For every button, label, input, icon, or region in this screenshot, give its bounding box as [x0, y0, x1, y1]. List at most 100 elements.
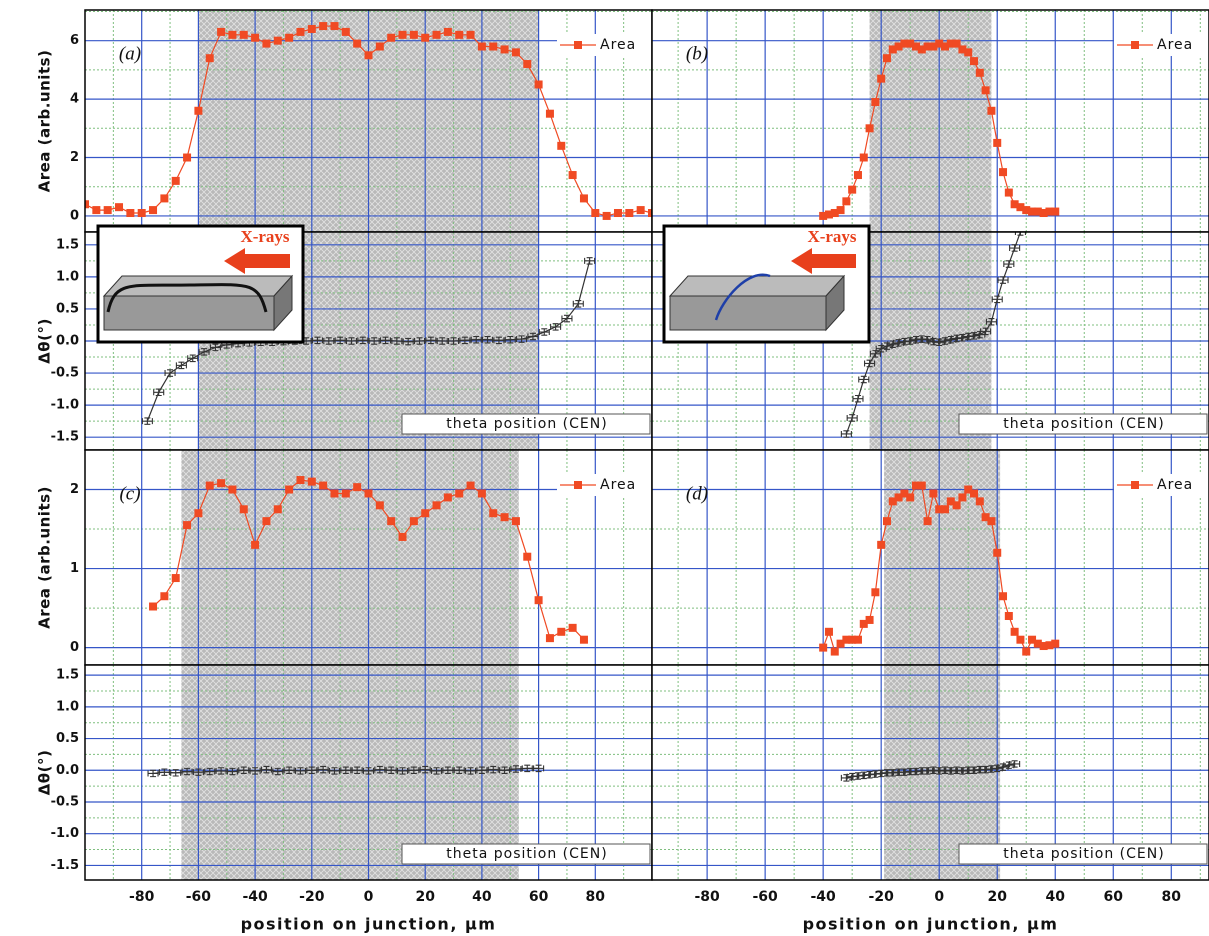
error-bar	[962, 766, 974, 775]
error-bar	[922, 767, 934, 775]
marker	[443, 493, 452, 502]
x-tick-label: -40	[242, 889, 268, 905]
error-bar	[141, 417, 153, 425]
error-bar	[991, 764, 1003, 773]
error-bar	[951, 334, 963, 343]
error-bar	[875, 769, 887, 778]
error-bar	[1003, 260, 1015, 268]
error-bar	[939, 766, 951, 775]
error-bar	[192, 768, 204, 776]
marker	[409, 517, 418, 526]
marker	[923, 42, 932, 51]
marker	[341, 489, 350, 498]
error-bar	[869, 350, 881, 358]
error-bar	[499, 766, 511, 775]
error-bar	[933, 767, 945, 775]
marker	[1039, 209, 1048, 218]
error-bar	[368, 337, 380, 345]
y-axis-title: Δθ(°)	[36, 750, 54, 796]
error-bar	[147, 769, 159, 778]
error-bar	[204, 767, 216, 776]
legend-box	[401, 843, 651, 865]
x-tick-label: 80	[1162, 889, 1182, 905]
marker	[636, 206, 645, 215]
error-bar	[922, 335, 934, 344]
error-bar	[840, 774, 852, 782]
marker	[602, 211, 611, 220]
error-bar	[385, 766, 397, 775]
marker	[500, 513, 509, 522]
error-bar	[881, 342, 893, 350]
error-bar	[916, 767, 928, 775]
marker	[819, 211, 828, 220]
panel-border	[651, 664, 1209, 881]
y-tick-label: 0.0	[56, 334, 79, 349]
y-tick-label: 2	[70, 482, 79, 497]
marker	[455, 30, 464, 39]
marker	[613, 209, 622, 218]
marker	[534, 596, 543, 605]
marker	[353, 483, 362, 492]
legend-marker	[574, 481, 582, 489]
marker	[625, 209, 634, 218]
x-tick-label: -60	[186, 889, 212, 905]
x-tick-label: -80	[129, 889, 155, 905]
marker	[964, 48, 973, 57]
error-bar	[175, 361, 187, 370]
y-axis-title: Δθ(°)	[36, 318, 54, 364]
x-tick-label: -80	[694, 889, 720, 905]
error-bar	[904, 337, 916, 345]
marker	[853, 635, 862, 644]
x-tick-label: 40	[472, 889, 492, 905]
marker	[273, 505, 282, 514]
marker	[1051, 639, 1060, 648]
marker	[160, 194, 169, 203]
marker	[929, 489, 938, 498]
error-bar	[956, 334, 968, 342]
y-tick-label: -0.5	[51, 366, 79, 381]
legend-box	[958, 843, 1208, 865]
error-bar	[283, 766, 295, 775]
error-bar	[893, 339, 905, 347]
error-bar	[306, 766, 318, 775]
error-bar	[436, 337, 448, 345]
marker	[149, 602, 158, 611]
inset-a: X-rays	[96, 224, 305, 344]
marker	[217, 479, 226, 488]
marker	[888, 497, 897, 506]
marker	[285, 485, 294, 494]
marker	[568, 623, 577, 632]
marker	[975, 497, 984, 506]
marker	[421, 33, 430, 42]
error-bar	[430, 767, 443, 775]
marker	[941, 505, 950, 514]
marker	[296, 476, 305, 485]
error-bar	[974, 765, 986, 774]
error-bar	[1009, 760, 1021, 768]
error-bar	[864, 770, 876, 779]
error-bar	[985, 765, 997, 773]
marker	[205, 54, 214, 63]
error-bar	[527, 332, 539, 341]
x-tick-label: 40	[1046, 889, 1066, 905]
marker	[194, 509, 203, 518]
error-bar	[956, 767, 968, 775]
marker	[1004, 611, 1013, 620]
marker	[1039, 642, 1048, 651]
marker	[941, 42, 950, 51]
marker	[262, 517, 271, 526]
y-tick-label: 1	[70, 561, 79, 576]
plot-area: Area (d)	[652, 450, 1209, 665]
error-bar	[465, 767, 477, 775]
legend-box	[1114, 34, 1209, 56]
marker	[183, 153, 192, 162]
error-bar	[858, 375, 870, 384]
panel: Area (d)	[651, 449, 1209, 666]
marker	[137, 209, 146, 218]
marker	[466, 30, 475, 39]
x-axis-title: position on junction, μm	[241, 915, 497, 934]
error-bar	[493, 336, 505, 345]
marker	[871, 98, 880, 107]
y-tick-label: 1.5	[56, 237, 79, 252]
marker	[375, 42, 384, 51]
